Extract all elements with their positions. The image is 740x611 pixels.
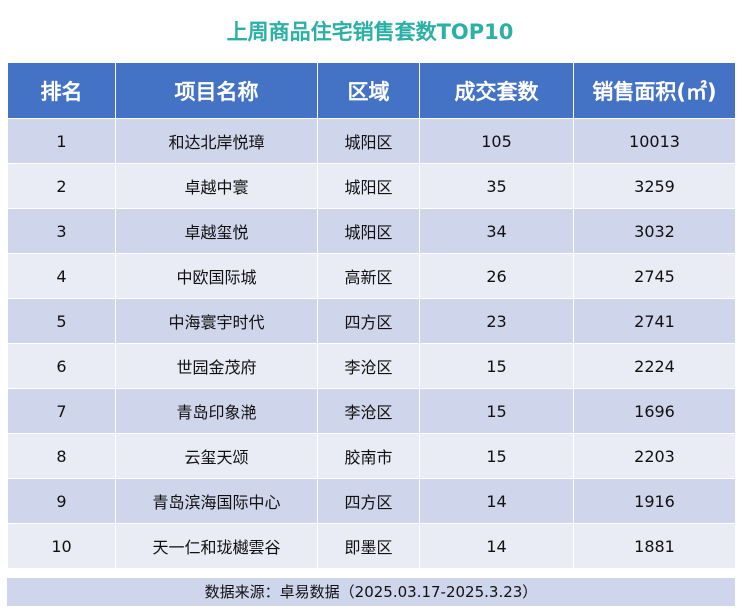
cell-rank: 6	[7, 343, 116, 389]
cell-rank: 3	[7, 208, 116, 254]
cell-district: 城阳区	[317, 118, 420, 164]
cell-rank: 4	[7, 253, 116, 299]
cell-district: 四方区	[317, 298, 420, 344]
data-source-note: 数据来源：卓易数据（2025.03.17-2025.3.23）	[7, 577, 735, 606]
header-district: 区域	[317, 62, 420, 119]
cell-sales-area: 3032	[573, 208, 736, 254]
header-units-sold: 成交套数	[419, 62, 574, 119]
header-rank: 排名	[7, 62, 116, 119]
cell-units-sold: 15	[419, 343, 574, 389]
cell-rank: 9	[7, 478, 116, 524]
table-row: 9 青岛滨海国际中心 四方区 14 1916	[7, 478, 736, 524]
cell-project-name: 中欧国际城	[115, 253, 318, 299]
cell-units-sold: 14	[419, 523, 574, 569]
cell-units-sold: 15	[419, 388, 574, 434]
table-row: 1 和达北岸悦璋 城阳区 105 10013	[7, 118, 736, 164]
cell-project-name: 青岛印象滟	[115, 388, 318, 434]
table-row: 6 世园金茂府 李沧区 15 2224	[7, 343, 736, 389]
page-title: 上周商品住宅销售套数TOP10	[226, 20, 514, 44]
table-row: 5 中海寰宇时代 四方区 23 2741	[7, 298, 736, 344]
cell-rank: 8	[7, 433, 116, 479]
table-row: 10 天一仁和珑樾雲谷 即墨区 14 1881	[7, 523, 736, 569]
cell-units-sold: 23	[419, 298, 574, 344]
cell-district: 四方区	[317, 478, 420, 524]
cell-district: 城阳区	[317, 208, 420, 254]
cell-project-name: 卓越玺悦	[115, 208, 318, 254]
cell-sales-area: 3259	[573, 163, 736, 209]
cell-project-name: 青岛滨海国际中心	[115, 478, 318, 524]
table-row: 4 中欧国际城 高新区 26 2745	[7, 253, 736, 299]
cell-rank: 1	[7, 118, 116, 164]
header-sales-area: 销售面积(㎡)	[573, 62, 736, 119]
table-row: 3 卓越玺悦 城阳区 34 3032	[7, 208, 736, 254]
cell-project-name: 世园金茂府	[115, 343, 318, 389]
cell-units-sold: 34	[419, 208, 574, 254]
table-row: 7 青岛印象滟 李沧区 15 1696	[7, 388, 736, 434]
cell-units-sold: 15	[419, 433, 574, 479]
cell-district: 李沧区	[317, 388, 420, 434]
cell-units-sold: 14	[419, 478, 574, 524]
cell-sales-area: 10013	[573, 118, 736, 164]
cell-sales-area: 2203	[573, 433, 736, 479]
cell-units-sold: 26	[419, 253, 574, 299]
cell-project-name: 天一仁和珑樾雲谷	[115, 523, 318, 569]
table-row: 2 卓越中寰 城阳区 35 3259	[7, 163, 736, 209]
cell-sales-area: 2745	[573, 253, 736, 299]
cell-units-sold: 35	[419, 163, 574, 209]
cell-project-name: 和达北岸悦璋	[115, 118, 318, 164]
cell-project-name: 中海寰宇时代	[115, 298, 318, 344]
cell-rank: 10	[7, 523, 116, 569]
cell-sales-area: 1696	[573, 388, 736, 434]
cell-sales-area: 2741	[573, 298, 736, 344]
cell-rank: 2	[7, 163, 116, 209]
cell-district: 城阳区	[317, 163, 420, 209]
cell-rank: 7	[7, 388, 116, 434]
cell-sales-area: 1881	[573, 523, 736, 569]
sales-table: 排名 项目名称 区域 成交套数 销售面积(㎡) 1 和达北岸悦璋 城阳区 105…	[7, 62, 736, 569]
cell-rank: 5	[7, 298, 116, 344]
header-project-name: 项目名称	[115, 62, 318, 119]
cell-sales-area: 2224	[573, 343, 736, 389]
table-header-row: 排名 项目名称 区域 成交套数 销售面积(㎡)	[7, 62, 736, 119]
cell-district: 胶南市	[317, 433, 420, 479]
table-row: 8 云玺天颂 胶南市 15 2203	[7, 433, 736, 479]
cell-district: 高新区	[317, 253, 420, 299]
cell-district: 李沧区	[317, 343, 420, 389]
cell-district: 即墨区	[317, 523, 420, 569]
cell-sales-area: 1916	[573, 478, 736, 524]
cell-project-name: 云玺天颂	[115, 433, 318, 479]
cell-units-sold: 105	[419, 118, 574, 164]
cell-project-name: 卓越中寰	[115, 163, 318, 209]
